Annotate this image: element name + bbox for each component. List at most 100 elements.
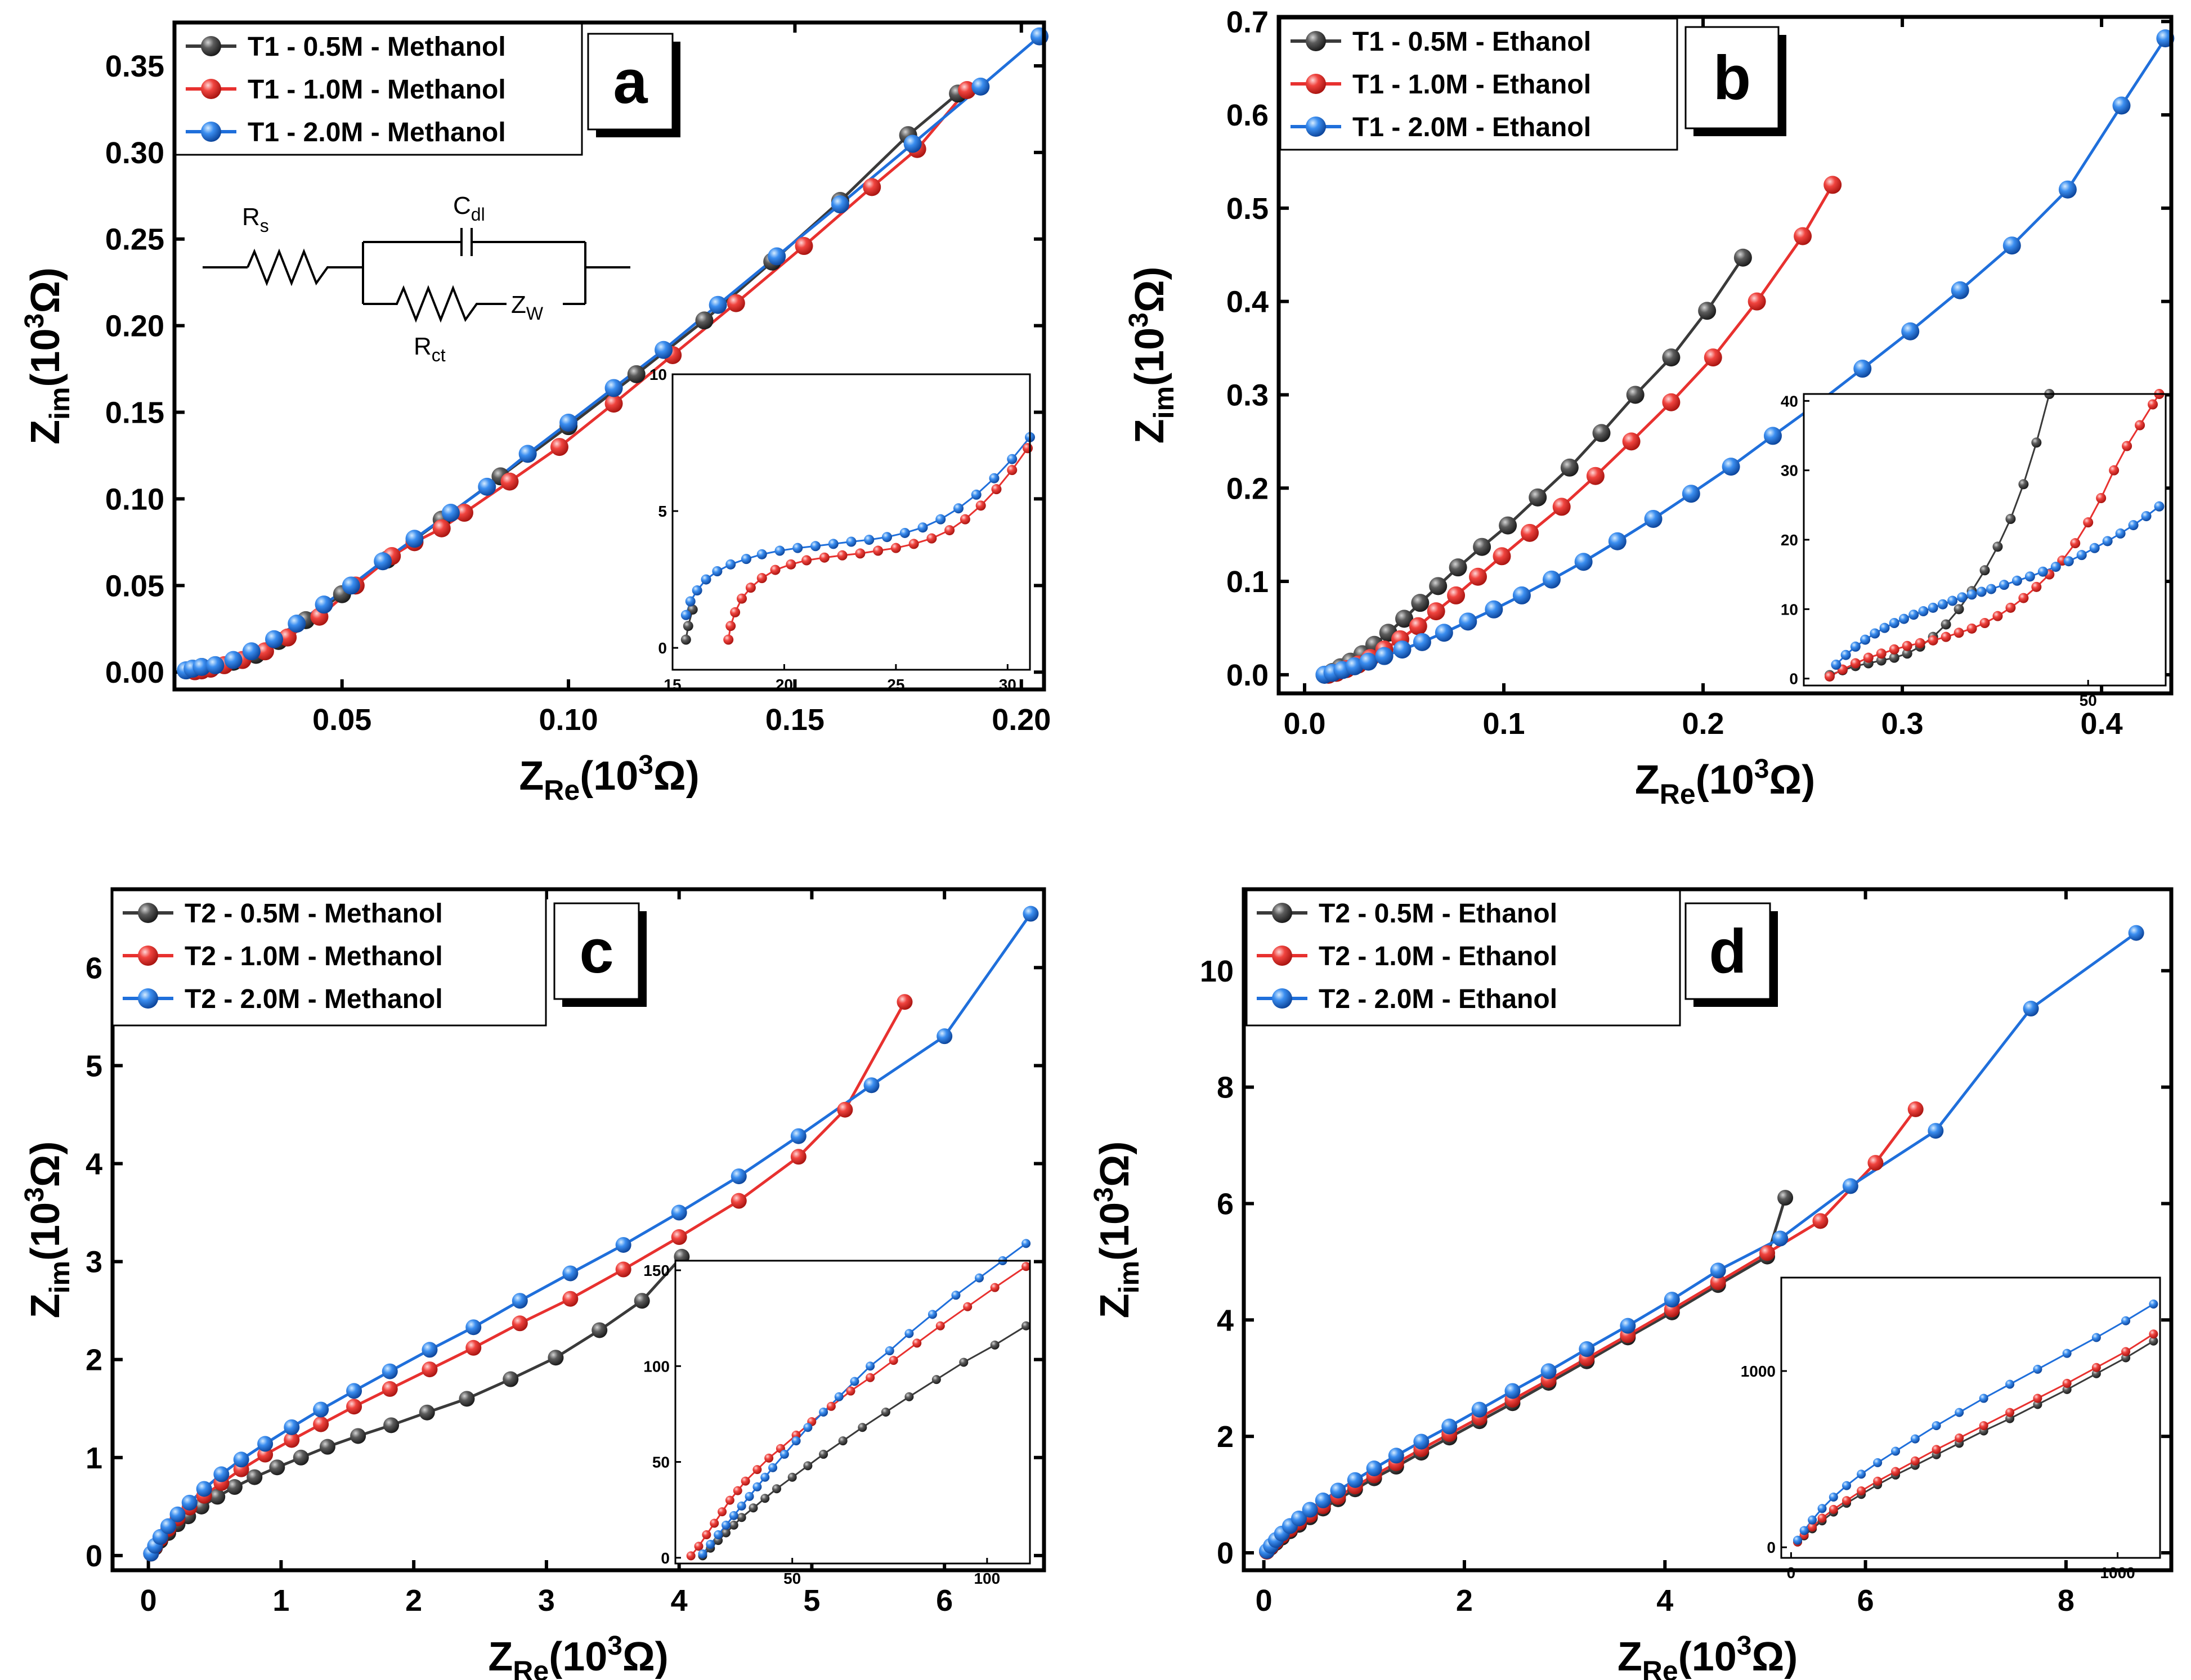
legend: T2 - 0.5M - Ethanol T2 - 1.0M - Ethanol T2… — [1245, 889, 1681, 1027]
inset-data-point-blue — [729, 1511, 738, 1520]
data-point-blue — [2002, 236, 2021, 255]
data-point-black — [226, 1479, 243, 1495]
inset-data-point-red — [786, 559, 796, 570]
data-point-blue — [1388, 1448, 1404, 1464]
inset-data-point-blue — [1910, 1434, 1920, 1444]
legend-marker-black — [1272, 903, 1292, 923]
inset-x-tick-label: 50 — [783, 1570, 801, 1587]
inset-data-point-red — [1007, 465, 1018, 476]
inset-data-point-black — [772, 1484, 781, 1494]
x-axis-label-main: Z — [1635, 758, 1660, 803]
inset-y-tick-label: 100 — [643, 1358, 670, 1375]
inset-data-point-black — [931, 1375, 941, 1385]
y-tick-label: 0.15 — [105, 396, 164, 430]
y-axis-label-sub: im — [44, 1261, 75, 1293]
inset-data-point-red — [2005, 602, 2016, 613]
inset-data-point-blue — [714, 1530, 723, 1539]
data-point-blue — [1359, 652, 1378, 671]
data-point-blue — [512, 1293, 528, 1309]
inset-data-point-red — [1857, 1486, 1866, 1495]
data-point-blue — [863, 1077, 880, 1094]
data-point-blue — [1023, 906, 1039, 922]
data-point-blue — [224, 651, 243, 669]
data-point-blue — [1485, 600, 1503, 619]
inset-x-tick-label: 25 — [887, 676, 904, 693]
inset-data-point-red — [2033, 1394, 2042, 1403]
data-point-blue — [2128, 925, 2144, 941]
data-point-black — [1499, 516, 1517, 535]
data-point-black — [627, 365, 646, 383]
data-point-blue — [152, 1529, 168, 1545]
x-axis-label-main: Z — [488, 1634, 513, 1679]
inset-data-point-blue — [760, 1472, 770, 1482]
inset-data-point-red — [1850, 658, 1861, 669]
inset-frame — [1803, 393, 2167, 687]
inset-data-point-red — [819, 552, 830, 563]
y-tick-label: 1 — [86, 1441, 102, 1475]
inset-data-point-blue — [1966, 589, 1977, 600]
data-point-black — [1662, 348, 1681, 367]
inset-data-point-red — [702, 1530, 711, 1539]
data-point-red — [422, 1361, 438, 1378]
inset-data-point-blue — [850, 1377, 859, 1386]
inset-data-point-red — [1953, 628, 1964, 638]
legend-marker-blue — [138, 988, 158, 1009]
data-point-blue — [288, 615, 306, 633]
inset-data-point-red — [912, 1338, 922, 1348]
inset-data-point-blue — [828, 539, 839, 549]
inset-data-point-blue — [2154, 501, 2165, 512]
data-point-blue — [265, 630, 284, 648]
inset-data-point-black — [904, 1392, 914, 1401]
legend-marker-blue — [201, 122, 221, 142]
data-point-blue — [903, 135, 922, 153]
y-axis-label-unit: (10 — [1092, 1202, 1137, 1261]
data-point-red — [432, 519, 451, 537]
inset-y-tick-label: 50 — [652, 1454, 670, 1471]
inset-data-point-black — [838, 1436, 848, 1446]
x-axis-label-main: Z — [519, 754, 544, 799]
data-point-blue — [1710, 1262, 1726, 1279]
y-tick-label: 0 — [1217, 1536, 1234, 1570]
inset-data-point-black — [2121, 1353, 2131, 1363]
x-tick-label: 4 — [671, 1584, 688, 1618]
inset-y-tick-label: 20 — [1781, 531, 1798, 549]
y-tick-label: 0.5 — [1226, 192, 1269, 226]
inset-frame — [1780, 1276, 2161, 1559]
inset-data-point-blue — [1937, 599, 1948, 610]
inset-data-point-blue — [741, 554, 751, 565]
inset-data-point-black — [1876, 655, 1887, 666]
zw-label: ZW — [511, 291, 544, 324]
inset-data-point-blue — [692, 585, 702, 596]
inset-data-point-black — [2062, 1385, 2072, 1394]
inset-data-point-blue — [1860, 634, 1871, 645]
inset-data-point-blue — [756, 549, 767, 559]
panel-letter: a — [613, 47, 648, 117]
inset-data-point-blue — [2063, 556, 2074, 567]
legend-label: T1 - 0.5M - Ethanol — [1352, 27, 1591, 57]
y-axis-label-end: Ω) — [23, 1141, 68, 1188]
inset-data-point-red — [725, 1495, 734, 1505]
inset-data-point-red — [837, 550, 848, 561]
y-axis-label: Zim(103Ω) — [1124, 267, 1180, 444]
data-point-red — [795, 237, 813, 256]
x-axis-label-end: Ω) — [653, 754, 700, 799]
inset-data-point-blue — [917, 522, 928, 533]
inset-frame — [674, 1260, 1031, 1565]
inset-data-point-red — [1863, 652, 1874, 663]
inset-data-point-black — [959, 1358, 969, 1367]
data-point-blue — [1842, 1178, 1858, 1194]
inset-data-point-blue — [1918, 606, 1929, 617]
inset-chart: 0 1000 0 1000 — [1741, 1276, 2161, 1582]
inset-data-point-red — [2062, 1378, 2072, 1388]
series-line-black — [150, 1256, 683, 1554]
y-tick-label: 5 — [86, 1049, 102, 1083]
x-axis-label-exp: 3 — [1754, 754, 1769, 784]
data-point-black — [695, 311, 714, 330]
inset-x-tick-label: 30 — [999, 676, 1016, 693]
data-point-blue — [346, 1383, 362, 1399]
data-point-red — [731, 1193, 747, 1209]
x-tick-label: 0.0 — [1283, 707, 1325, 741]
plot-frame — [1242, 887, 2174, 1573]
inset-data-point-blue — [1842, 1481, 1852, 1490]
y-tick-label: 4 — [1217, 1303, 1234, 1337]
